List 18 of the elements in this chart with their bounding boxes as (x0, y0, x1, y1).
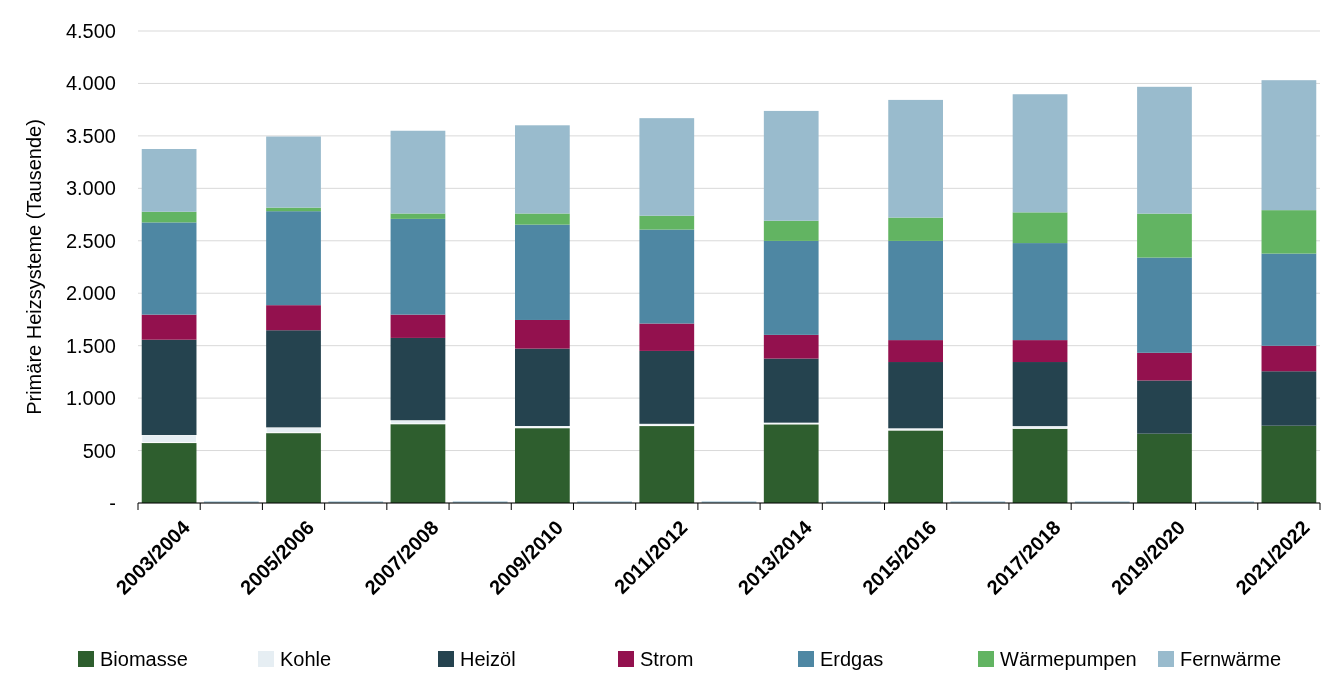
y-tick-label: 1.500 (65, 334, 116, 357)
legend-label: Wärmepumpen (1000, 648, 1137, 670)
y-tick-label: - (109, 492, 116, 514)
y-tick-label: 4.500 (65, 20, 116, 42)
legend-label: Kohle (280, 648, 332, 670)
y-tick-label: 3.500 (65, 124, 116, 147)
y-tick-label: 500 (82, 439, 116, 462)
legend-label: Strom (640, 648, 694, 670)
y-tick-label: 2.000 (65, 282, 116, 305)
y-tick-label: 3.000 (65, 177, 116, 200)
y-tick-label: 4.000 (65, 72, 116, 95)
y-tick-label: 1.000 (65, 387, 116, 410)
y-tick-label: 2.500 (65, 229, 116, 252)
legend-label: Heizöl (460, 648, 516, 670)
legend-label: Erdgas (820, 648, 884, 670)
legend-label: Biomasse (100, 648, 188, 670)
y-axis-title: Primäre Heizsysteme (Tausende) (23, 119, 45, 415)
legend-label: Fernwärme (1180, 648, 1282, 670)
